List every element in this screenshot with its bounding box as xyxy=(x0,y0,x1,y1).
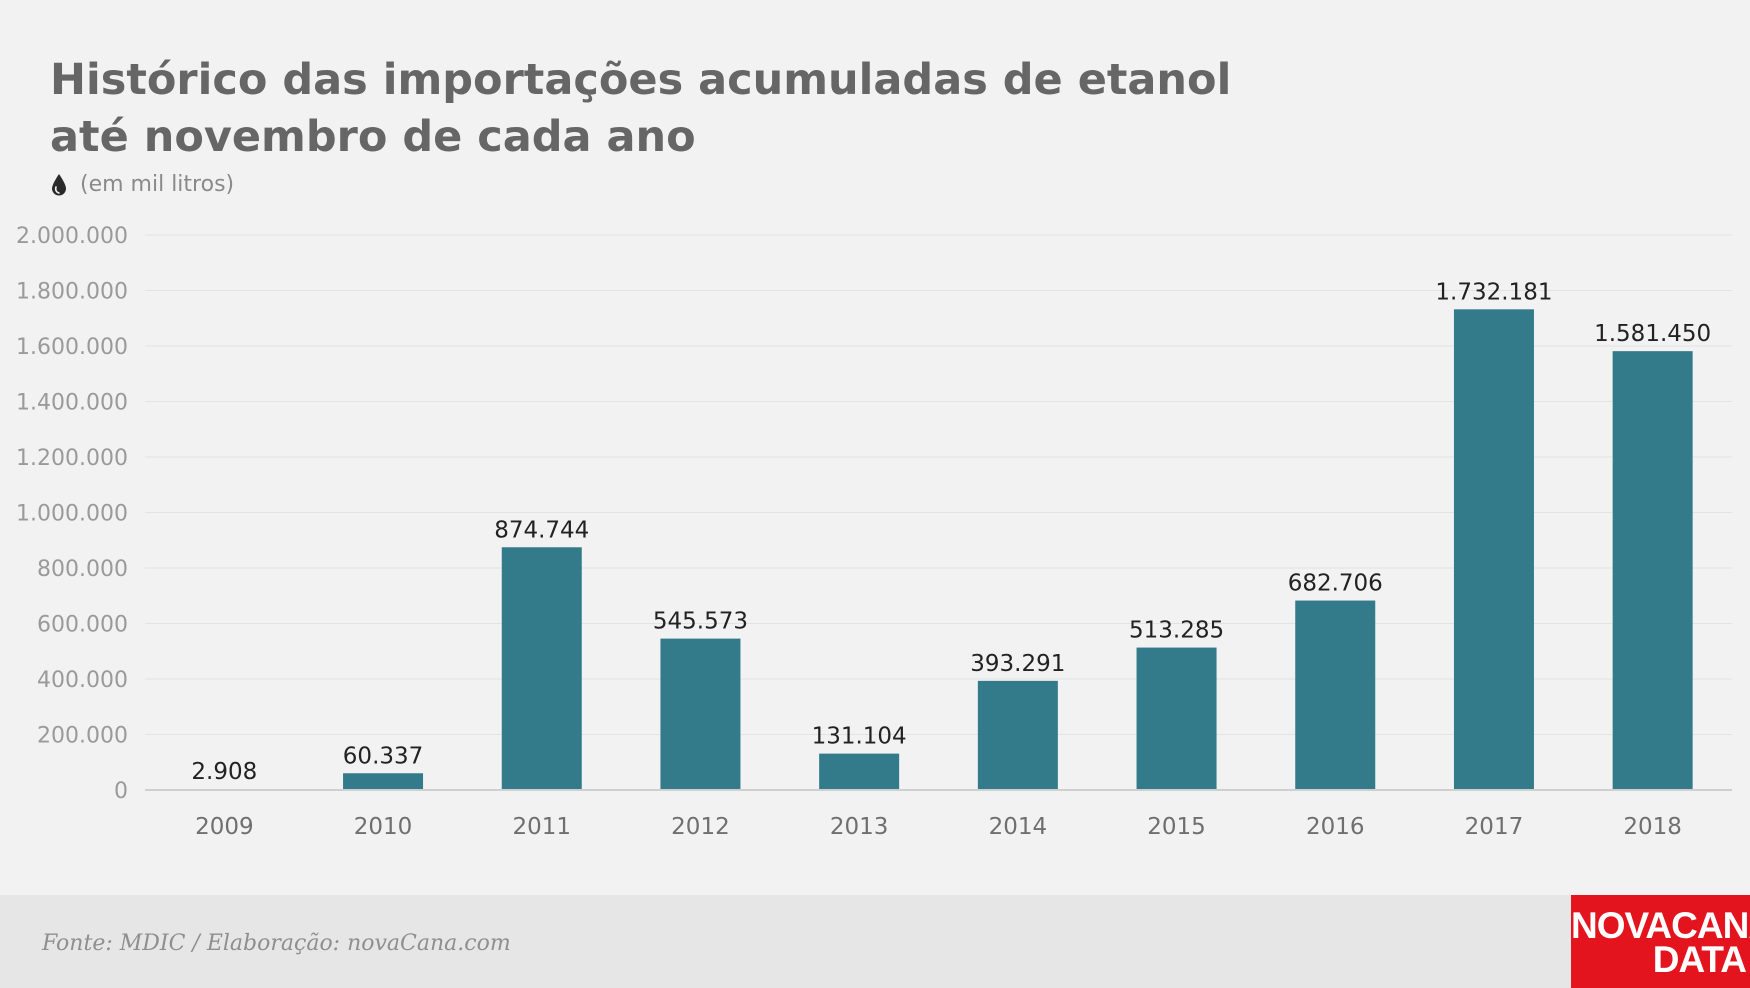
x-tick-label: 2013 xyxy=(830,814,889,840)
bar xyxy=(660,638,741,790)
bar-chart: 0 200.000 400.000 600.000 800.000 1.000.000 1.… xyxy=(16,224,1732,840)
data-label: 131.104 xyxy=(812,724,907,750)
x-tick-label: 2012 xyxy=(671,814,730,840)
x-tick-label: 2018 xyxy=(1623,814,1682,840)
drop-icon xyxy=(52,173,66,195)
y-tick-label: 1.200.000 xyxy=(16,446,128,471)
chart-title: Histórico das importações acumuladas de … xyxy=(50,55,1232,162)
y-tick-label: 1.800.000 xyxy=(16,280,128,305)
x-tick-label: 2015 xyxy=(1147,814,1206,840)
bar xyxy=(1612,351,1693,790)
bar xyxy=(1453,309,1534,790)
x-tick-label: 2017 xyxy=(1465,814,1524,840)
logo-line-1: NOVACANA xyxy=(1571,905,1750,946)
y-tick-label: 600.000 xyxy=(37,613,128,638)
bar xyxy=(977,680,1058,790)
x-tick-label: 2011 xyxy=(512,814,571,840)
data-label: 2.908 xyxy=(191,759,257,785)
novacana-data-logo[interactable]: NOVACANA DATA xyxy=(1571,895,1750,988)
bar xyxy=(343,773,424,790)
y-tick-label: 1.000.000 xyxy=(16,502,128,527)
source-note: Fonte: MDIC / Elaboração: novaCana.com xyxy=(42,931,511,956)
data-label: 1.581.450 xyxy=(1594,321,1711,347)
units-label: (em mil litros) xyxy=(80,172,235,197)
data-label: 60.337 xyxy=(343,743,423,769)
y-tick-label: 400.000 xyxy=(37,668,128,693)
y-tick-label: 800.000 xyxy=(37,557,128,582)
y-tick-label: 1.400.000 xyxy=(16,391,128,416)
x-tick-label: 2014 xyxy=(989,814,1048,840)
bar xyxy=(1136,647,1217,790)
data-label: 1.732.181 xyxy=(1435,279,1552,305)
footer: Fonte: MDIC / Elaboração: novaCana.com N… xyxy=(0,895,1750,988)
x-tick-label: 2010 xyxy=(354,814,413,840)
data-label: 682.706 xyxy=(1288,571,1383,597)
y-tick-label: 0 xyxy=(114,779,128,804)
logo-line-2: DATA xyxy=(1652,939,1747,980)
y-tick-label: 200.000 xyxy=(37,724,128,749)
bar xyxy=(1295,600,1376,790)
y-tick-label: 2.000.000 xyxy=(16,224,128,249)
y-tick-label: 1.600.000 xyxy=(16,335,128,360)
x-tick-label: 2016 xyxy=(1306,814,1365,840)
data-label: 545.573 xyxy=(653,609,748,635)
data-label: 513.285 xyxy=(1129,618,1224,644)
bar xyxy=(501,547,582,790)
bar xyxy=(819,753,900,790)
x-tick-label: 2009 xyxy=(195,814,254,840)
chart-subtitle: (em mil litros) xyxy=(50,172,234,197)
data-label: 874.744 xyxy=(494,517,589,543)
data-label: 393.291 xyxy=(970,651,1065,677)
